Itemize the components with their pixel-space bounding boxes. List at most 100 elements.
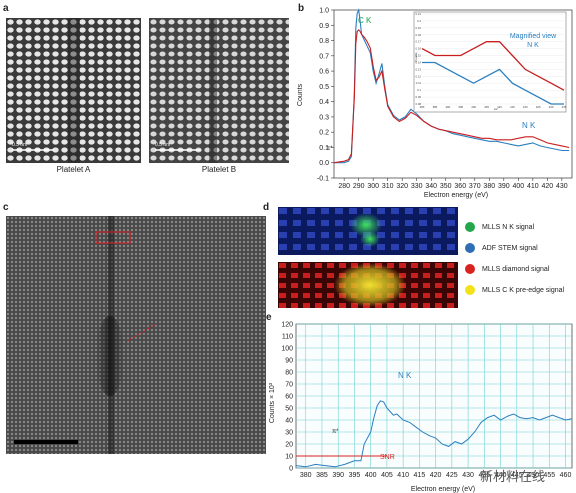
inset-xtick-label: 410	[497, 105, 502, 109]
inset-ytick-label: 0.08	[416, 102, 422, 106]
e-xtick-label: 400	[365, 472, 377, 479]
b-xtick-label: 280	[338, 183, 350, 190]
inset-xtick-label: 390	[445, 105, 450, 109]
panel-e-chart: 380 385 390 395 400 405 410 415 420 425 430 435 440 4…	[269, 322, 573, 493]
panel-e-label: e	[266, 312, 272, 323]
panel-c-stem-image	[6, 216, 266, 454]
b-ytick-label: 0.3	[319, 114, 329, 121]
inset-title: Magnified view	[510, 33, 557, 40]
e-xtick-label: 450	[527, 472, 539, 479]
e-xtick-label: 385	[316, 472, 328, 479]
panel-b-chart: 280 290 300 310 320 330 340 350 360 370 380 390 400 4…	[297, 8, 573, 199]
panel-c-label: c	[3, 202, 9, 213]
b-xtick-label: 350	[440, 183, 452, 190]
inset-ytick-label: 0.11	[416, 81, 422, 85]
inset-xtick-label: 430	[549, 105, 554, 109]
platelet-a-image: 0.5 nm	[6, 18, 141, 163]
b-xtick-label: 410	[527, 183, 539, 190]
e-xtick-label: 435	[478, 472, 490, 479]
e-xtick-label: 455	[543, 472, 555, 479]
e-xtick-label: 405	[381, 472, 393, 479]
e-ytick-label: 20	[285, 442, 293, 449]
e-ytick-label: 40	[285, 418, 293, 425]
b-xtick-label: 370	[469, 183, 481, 190]
panel-a-label: a	[3, 3, 9, 14]
scalebar-a-text: 0.5 nm	[12, 142, 27, 148]
e-xtick-label: 445	[511, 472, 523, 479]
legend-item: MLLS N K signal	[465, 222, 575, 232]
e-ytick-label: 120	[281, 322, 293, 329]
b-xtick-label: 400	[512, 183, 524, 190]
b-ytick-label: 0.8	[319, 38, 329, 45]
inset-xtick-label: 425	[536, 105, 541, 109]
platelet-a-caption: Platelet A	[56, 165, 91, 174]
inset-magnified-view: 0.21 0.2 0.19 0.18 0.17 0.16 0.15 0.14 0.13 0.12 0…	[413, 11, 567, 113]
e-xtick-label: 460	[560, 472, 572, 479]
e-ytick-label: 50	[285, 406, 293, 413]
e-xlabel: Electron energy (eV)	[411, 486, 475, 493]
b-xtick-label: 310	[382, 183, 394, 190]
b-ytick-label: 0.2	[319, 130, 329, 137]
inset-xtick-label: 435	[562, 105, 567, 109]
e-series-line-0	[295, 400, 573, 468]
b-plot-frame	[333, 9, 573, 179]
e-ytick-label: 70	[285, 382, 293, 389]
e-ytick-label: 100	[281, 346, 293, 353]
e-xtick-label: 415	[414, 472, 426, 479]
e-xtick-label: 380	[300, 472, 312, 479]
e-xtick-label: 440	[495, 472, 507, 479]
legend-dot-icon	[465, 264, 475, 274]
pistar-label-e: π*	[332, 429, 339, 435]
legend-dot-icon	[465, 222, 475, 232]
b-xtick-label: 380	[483, 183, 495, 190]
b-ytick-label: 1.0	[319, 8, 329, 15]
nk-peak-label: N K	[522, 121, 536, 130]
inset-xtick-label: 400	[471, 105, 476, 109]
inset-xtick-label: 415	[510, 105, 515, 109]
b-xlabel: Electron energy (eV)	[424, 192, 488, 199]
panel-d-legend: MLLS N K signal ADF STEM signal MLLS diamo…	[465, 222, 575, 306]
inset-ytick-label: 0.16	[416, 47, 422, 51]
inset-ytick-label: 0.12	[416, 74, 422, 78]
legend-dot-icon	[465, 243, 475, 253]
legend-text: MLLS diamond signal	[482, 265, 550, 273]
legend-text: ADF STEM signal	[482, 244, 538, 252]
legend-item: MLLS C K pre-edge signal	[465, 285, 575, 295]
e-ytick-label: 0	[289, 466, 293, 473]
platelet-b-image: 0.5 nm	[149, 18, 289, 163]
b-ylabel: Counts	[297, 83, 304, 106]
b-ytick-label: 0.0	[319, 160, 329, 167]
e-ylabel: Counts × 10³	[269, 382, 276, 423]
inset-ytick-label: 0.21	[416, 12, 422, 16]
e-xtick-label: 390	[332, 472, 344, 479]
inset-xtick-label: 380	[420, 105, 425, 109]
inset-ylabel: Counts	[414, 52, 418, 62]
inset-xtick-label: 420	[523, 105, 528, 109]
scalebar-b-text: 0.5 nm	[155, 142, 170, 148]
e-xtick-label: 425	[446, 472, 458, 479]
b-ytick-label: 0.5	[319, 84, 329, 91]
inset-ytick-label: 0.19	[416, 26, 422, 30]
inset-ytick-label: 0.2	[417, 19, 421, 23]
e-nk-label: N K	[398, 371, 412, 380]
b-series-line-1	[333, 29, 570, 164]
e-ytick-label: 10	[285, 454, 293, 461]
map-diamond-preedge	[278, 262, 458, 308]
e-xtick-label: 395	[349, 472, 361, 479]
b-ytick-label: -0.1	[317, 176, 329, 183]
b-xtick-label: 390	[498, 183, 510, 190]
inset-series-line-0	[422, 61, 564, 105]
map-nk-adf	[278, 207, 458, 255]
b-ytick-label: 0.6	[319, 69, 329, 76]
b-xtick-label: 430	[556, 183, 568, 190]
e-xtick-label: 420	[430, 472, 442, 479]
inset-ytick-label: 0.18	[416, 33, 422, 37]
e-ytick-label: 90	[285, 358, 293, 365]
b-ytick-label: 0.7	[319, 53, 329, 60]
inset-ytick-label: 0.09	[416, 95, 422, 99]
inset-xtick-label: 395	[458, 105, 463, 109]
panel-d-label: d	[263, 202, 270, 213]
inset-nk-label: N K	[527, 42, 539, 49]
legend-text: MLLS N K signal	[482, 223, 535, 231]
legend-text: MLLS C K pre-edge signal	[482, 286, 565, 294]
